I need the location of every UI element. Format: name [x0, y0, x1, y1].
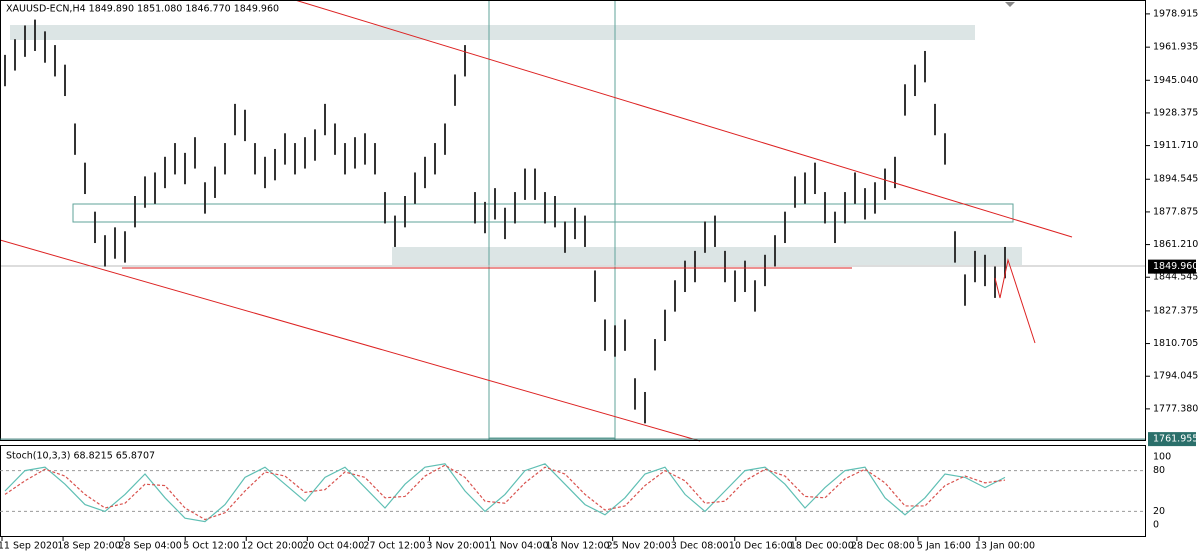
x-tick-label: 10 Dec 16:00 — [729, 541, 793, 552]
low-marker-label: 1761.955 — [1153, 434, 1198, 445]
indicator-line — [4, 463, 1006, 523]
projection-line — [994, 258, 1036, 344]
x-tick-label: 18 Sep 20:00 — [57, 541, 120, 552]
marker — [1005, 2, 1015, 7]
x-tick-label: 25 Nov 20:00 — [607, 541, 671, 552]
low-marker-box — [1148, 432, 1196, 447]
x-tick-label: 12 Oct 20:00 — [241, 541, 303, 552]
x-tick-label: 11 Nov 04:00 — [484, 541, 548, 552]
y-tick-label: 1827.375 — [1153, 305, 1198, 316]
y-tick-label: 1777.380 — [1153, 403, 1198, 414]
x-tick-label: 3 Nov 20:00 — [426, 541, 484, 552]
y-tick-label: 1894.545 — [1153, 174, 1198, 185]
y-tick-label: 1945.040 — [1153, 75, 1198, 86]
y-tick-label: 1928.375 — [1153, 107, 1198, 118]
x-tick-label: 28 Dec 08:00 — [851, 541, 915, 552]
x-tick-label: 20 Oct 04:00 — [302, 541, 364, 552]
support-zone — [392, 247, 1022, 265]
chart-title: XAUUSD-ECN,H4 1849.890 1851.080 1846.770… — [6, 4, 279, 15]
indicator-tick-label: 20 — [1153, 506, 1165, 517]
x-tick-label: 27 Oct 12:00 — [363, 541, 425, 552]
x-tick-label: 5 Jan 16:00 — [917, 541, 971, 552]
indicator-title: Stoch(10,3,3) 68.8215 65.8707 — [6, 451, 155, 462]
indicator-tick-label: 100 — [1153, 452, 1171, 463]
range-box — [72, 203, 1014, 223]
indicator-frame — [0, 445, 1146, 537]
indicator-tick-label: 80 — [1153, 465, 1165, 476]
x-tick-label: 3 Dec 08:00 — [671, 541, 729, 552]
trend-line — [294, 0, 1073, 238]
x-tick-label: 18 Nov 12:00 — [546, 541, 610, 552]
indicator-line — [4, 464, 1006, 521]
bars — [4, 19, 1006, 424]
trend-line — [0, 239, 701, 442]
indicator-tick-label: 0 — [1153, 520, 1159, 531]
x-tick-label: 5 Oct 12:00 — [183, 541, 239, 552]
y-tick-label: 1911.710 — [1153, 140, 1198, 151]
y-tick-label: 1794.045 — [1153, 371, 1198, 382]
y-tick-label: 1810.705 — [1153, 338, 1198, 349]
x-tick-label: 28 Sep 04:00 — [118, 541, 181, 552]
current-price-label: 1849.960 — [1153, 261, 1198, 272]
y-tick-label: 1877.875 — [1153, 206, 1198, 217]
x-tick-label: 13 Jan 00:00 — [975, 541, 1035, 552]
x-tick-label: 11 Sep 2020 — [0, 541, 58, 552]
y-tick-label: 1861.210 — [1153, 239, 1198, 250]
main-frame — [0, 0, 1146, 441]
y-tick-label: 1961.935 — [1153, 42, 1198, 53]
x-tick-label: 18 Dec 00:00 — [790, 541, 854, 552]
resistance-zone — [10, 25, 975, 40]
y-tick-label: 1844.545 — [1153, 272, 1198, 283]
current-price-box — [1148, 259, 1196, 274]
y-tick-label: 1978.915 — [1153, 8, 1198, 19]
